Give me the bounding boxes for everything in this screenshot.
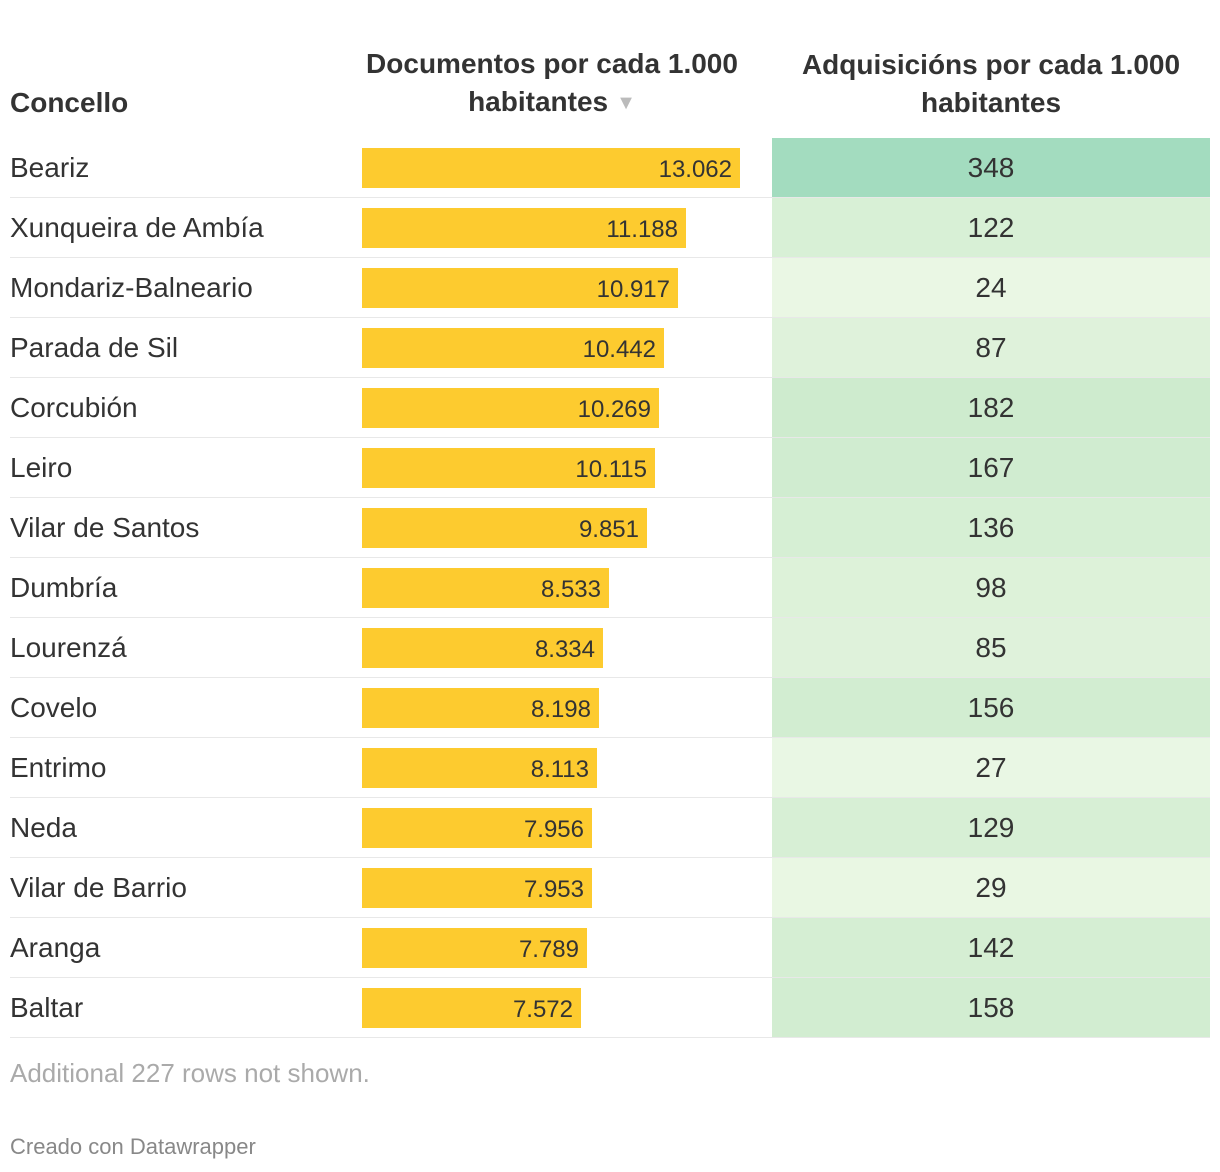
adquisicions-cell: 29	[772, 858, 1210, 918]
row-divider	[10, 197, 1210, 198]
row-divider	[10, 317, 1210, 318]
table-row: 182 Corcubión 10.269	[0, 378, 1210, 438]
concello-name: Lourenzá	[10, 632, 127, 663]
column-header-documentos[interactable]: Documentos por cada 1.000 habitantes ▼	[352, 45, 752, 122]
documentos-bar	[362, 868, 592, 908]
adquisicions-cell: 98	[772, 558, 1210, 618]
adquisicions-cell: 158	[772, 978, 1210, 1038]
row-divider	[10, 797, 1210, 798]
documentos-bar	[362, 568, 609, 608]
concello-name: Corcubión	[10, 392, 138, 423]
table-row: 27 Entrimo 8.113	[0, 738, 1210, 798]
row-divider	[10, 677, 1210, 678]
row-divider	[10, 437, 1210, 438]
table-row: 24 Mondariz-Balneario 10.917	[0, 258, 1210, 318]
table-row: 129 Neda 7.956	[0, 798, 1210, 858]
concello-name: Vilar de Santos	[10, 512, 200, 543]
documentos-value-label: 10.269	[577, 396, 651, 423]
documentos-bar	[362, 208, 686, 248]
documentos-bar	[362, 988, 581, 1028]
concello-name: Beariz	[10, 152, 90, 183]
adquisicions-cell: 182	[772, 378, 1210, 438]
concello-name: Leiro	[10, 452, 73, 483]
row-divider	[10, 557, 1210, 558]
concello-name: Parada de Sil	[10, 332, 179, 363]
table-row: 142 Aranga 7.789	[0, 918, 1210, 978]
row-divider	[10, 977, 1210, 978]
documentos-value-label: 8.113	[530, 756, 589, 783]
documentos-bar	[362, 148, 740, 188]
table-row: 348 Beariz 13.062	[0, 138, 1210, 198]
concello-name: Vilar de Barrio	[10, 872, 187, 903]
documentos-value-label: 7.789	[518, 936, 579, 963]
adquisicions-cell: 122	[772, 198, 1210, 258]
documentos-bar	[362, 928, 587, 968]
documentos-bar	[362, 328, 664, 368]
documentos-bar	[362, 808, 592, 848]
table-header: Concello Documentos por cada 1.000 habit…	[0, 44, 1220, 138]
row-divider	[10, 1037, 1210, 1038]
row-divider	[10, 857, 1210, 858]
sort-down-triangle-icon[interactable]: ▼	[616, 92, 636, 114]
row-divider	[10, 917, 1210, 918]
adquisicions-cell: 142	[772, 918, 1210, 978]
row-divider	[10, 257, 1210, 258]
adquisicions-cell: 167	[772, 438, 1210, 498]
table-row: 167 Leiro 10.115	[0, 438, 1210, 498]
rows-not-shown-note: Additional 227 rows not shown.	[10, 1058, 370, 1088]
documentos-value-label: 7.572	[512, 996, 573, 1023]
concello-name: Neda	[10, 812, 77, 843]
documentos-value-label: 8.533	[540, 576, 601, 603]
table-row: 122 Xunqueira de Ambía 11.188	[0, 198, 1210, 258]
documentos-bar	[362, 688, 599, 728]
documentos-value-label: 8.198	[530, 696, 591, 723]
adquisicions-cell: 87	[772, 318, 1210, 378]
table-row: 85 Lourenzá 8.334	[0, 618, 1210, 678]
concello-name: Aranga	[10, 932, 101, 963]
documentos-value-label: 10.115	[575, 456, 647, 483]
adquisicions-cell: 129	[772, 798, 1210, 858]
concello-name: Xunqueira de Ambía	[10, 212, 264, 243]
concello-name: Mondariz-Balneario	[10, 272, 253, 303]
table-row: 158 Baltar 7.572	[0, 978, 1210, 1038]
documentos-bar	[362, 508, 647, 548]
table-row: 156 Covelo 8.198	[0, 678, 1210, 738]
adquisicions-cell: 27	[772, 738, 1210, 798]
table-row: 87 Parada de Sil 10.442	[0, 318, 1210, 378]
table-row: 136 Vilar de Santos 9.851	[0, 498, 1210, 558]
documentos-value-label: 13.062	[658, 156, 732, 183]
documentos-value-label: 7.953	[523, 876, 584, 903]
adquisicions-cell: 24	[772, 258, 1210, 318]
adquisicions-cell: 136	[772, 498, 1210, 558]
concello-name: Entrimo	[10, 752, 107, 783]
row-divider	[10, 497, 1210, 498]
documentos-value-label: 7.956	[523, 816, 584, 843]
row-divider	[10, 377, 1210, 378]
documentos-value-label: 9.851	[578, 516, 639, 543]
documentos-value-label: 10.442	[582, 336, 656, 363]
column-header-adquisicions[interactable]: Adquisicións por cada 1.000 habitantes	[801, 49, 1181, 118]
documentos-bar	[362, 448, 655, 488]
adquisicions-cell: 156	[772, 678, 1210, 738]
documentos-value-label: 11.188	[606, 216, 678, 243]
adquisicions-cell: 348	[772, 138, 1210, 198]
datawrapper-credit[interactable]: Creado con Datawrapper	[10, 1134, 256, 1159]
concello-name: Covelo	[10, 692, 98, 723]
documentos-value-label: 8.334	[534, 636, 595, 663]
column-header-documentos-label: Documentos por cada 1.000 habitantes	[366, 48, 738, 117]
row-divider	[10, 617, 1210, 618]
documentos-bar	[362, 388, 659, 428]
concello-name: Dumbría	[10, 572, 118, 603]
table-row: 29 Vilar de Barrio 7.953	[0, 858, 1210, 918]
documentos-bar	[362, 748, 597, 788]
documentos-bar	[362, 268, 678, 308]
documentos-value-label: 10.917	[596, 276, 670, 303]
concello-name: Baltar	[10, 992, 84, 1023]
adquisicions-cell: 85	[772, 618, 1210, 678]
column-header-concello[interactable]: Concello	[10, 87, 129, 118]
table-row: 98 Dumbría 8.533	[0, 558, 1210, 618]
documentos-bar	[362, 628, 603, 668]
row-divider	[10, 737, 1210, 738]
